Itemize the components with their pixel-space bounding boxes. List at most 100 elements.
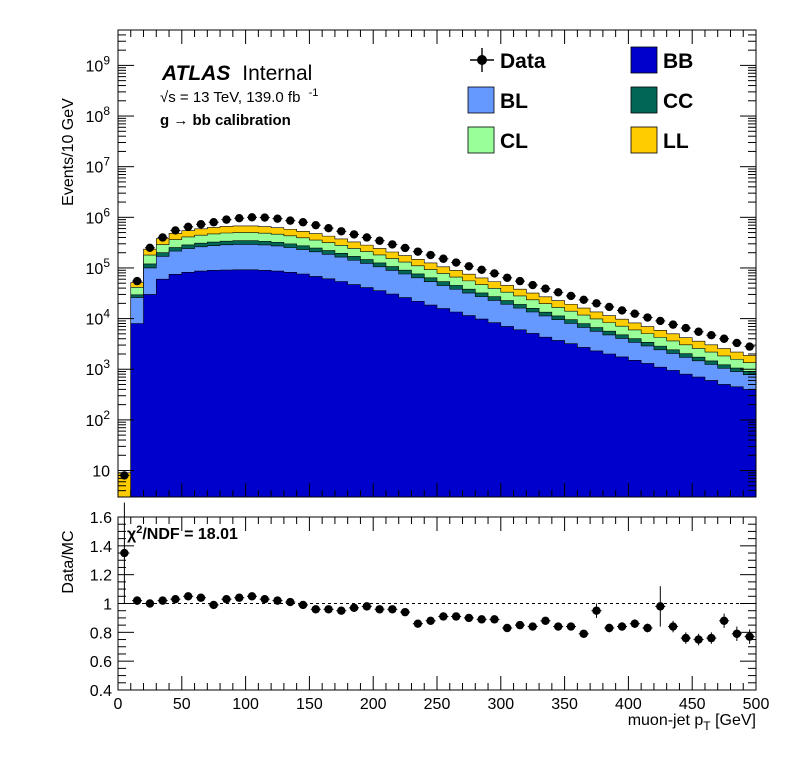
y-tick-label: 1 (103, 597, 112, 614)
ratio-point (642, 623, 653, 633)
y-tick-label: 1.4 (90, 539, 112, 556)
data-point (642, 313, 653, 322)
ratio-point (668, 620, 679, 633)
x-tick-label: 200 (360, 696, 387, 713)
ratio-point (349, 603, 360, 613)
data-point (234, 214, 245, 223)
ratio-point (208, 600, 219, 610)
data-point (617, 306, 628, 315)
data-point (706, 331, 717, 340)
ratio-point (336, 606, 347, 615)
y-tick-label: 104 (86, 307, 111, 329)
y-tick-label: 103 (86, 357, 111, 379)
data-point (527, 280, 538, 290)
y-tick-label: 0.6 (90, 654, 112, 671)
data-point (514, 276, 525, 286)
svg-text:LL: LL (663, 130, 689, 153)
data-point (374, 236, 385, 245)
data-point (221, 215, 232, 224)
data-point (298, 218, 309, 227)
data-point (183, 222, 194, 231)
y-tick-label: 107 (86, 155, 111, 177)
data-point (323, 223, 334, 233)
ratio-point (476, 615, 487, 624)
ratio-point (438, 612, 449, 621)
y-tick-label: 1.6 (90, 510, 112, 527)
ratio-point (272, 596, 283, 605)
ratio-point (629, 619, 640, 629)
data-point (361, 233, 372, 242)
x-tick-label: 0 (114, 696, 123, 713)
data-point (412, 247, 423, 256)
data-point (144, 243, 155, 253)
top-y-tick-labels: 10 102 103 104 105 106 107 108 109 (86, 53, 111, 480)
energy-lumi-label: √s = 13 TeV, 139.0 fb (160, 89, 300, 106)
data-point (553, 288, 564, 297)
y-tick-label: 105 (86, 256, 111, 278)
y-tick-label: 0.4 (90, 683, 112, 700)
data-point (680, 323, 691, 333)
ratio-point (489, 615, 500, 624)
x-axis-title-sub: T (703, 719, 711, 733)
top-x-ticks (117, 30, 757, 497)
ratio-point (259, 594, 270, 604)
legend-item-cc: CC (630, 86, 693, 114)
data-point (629, 309, 640, 318)
data-point (132, 276, 143, 286)
legend-item-data: Data (470, 48, 546, 73)
svg-text:BB: BB (663, 50, 693, 73)
atlas-label: ATLAS Internal √s = 13 TeV, 139.0 fb -1 … (160, 62, 318, 129)
selection-label: g → bb calibration (160, 112, 291, 129)
ratio-point (604, 623, 615, 633)
svg-text:BL: BL (500, 90, 528, 113)
ratio-point (400, 607, 411, 617)
data-point (195, 220, 206, 229)
ratio-point (195, 593, 206, 602)
data-point (668, 320, 679, 329)
top-y-axis-title: Events/10 GeV (60, 98, 77, 206)
x-tick-label: 350 (551, 696, 578, 713)
y-tick-label: 10 (92, 464, 110, 481)
ratio-y-ticks (118, 516, 756, 691)
ratio-point (132, 596, 143, 605)
data-point (285, 216, 296, 225)
data-point (655, 316, 666, 326)
data-point (400, 243, 411, 253)
y-tick-label: 109 (86, 53, 111, 75)
svg-text:√s = 13 TeV, 139.0 fb: √s = 13 TeV, 139.0 fb -1 (160, 87, 318, 106)
y-tick-label: 1.2 (90, 568, 112, 585)
top-panel: 10 102 103 104 105 106 107 108 109 Events/10 GeV… (60, 29, 757, 498)
chi2-label: χ (127, 526, 137, 543)
data-point (604, 302, 615, 312)
atlas-status: Internal (242, 62, 312, 85)
ratio-point (502, 623, 513, 633)
x-axis-title-unit: [GeV] (711, 712, 756, 729)
data-point (336, 227, 347, 236)
data-point (272, 214, 283, 223)
ratio-y-axis-title: Data/MC (60, 530, 77, 593)
data-point (731, 338, 742, 348)
ratio-point (425, 616, 436, 625)
x-tick-label: 400 (615, 696, 642, 713)
ratio-point (157, 596, 168, 605)
chi2-sup: 2 (136, 524, 142, 536)
ratio-point (374, 605, 385, 614)
data-point (591, 299, 602, 308)
ratio-panel: 0 50 100 150 200 250 300 350 400 450 500 0.4 0.6 0.8… (60, 502, 770, 733)
ratio-point (451, 612, 462, 621)
ratio-point (298, 600, 309, 610)
top-y-ticks (118, 29, 756, 498)
ratio-x-ticks (117, 517, 757, 690)
ratio-point (693, 633, 704, 646)
x-tick-label: 500 (743, 696, 770, 713)
data-points (119, 213, 755, 480)
data-point (259, 213, 270, 222)
x-tick-label: 300 (487, 696, 514, 713)
ratio-point (617, 622, 628, 631)
ratio-point (144, 599, 155, 608)
ratio-point (731, 626, 742, 641)
data-point (540, 284, 551, 293)
ratio-point (246, 592, 257, 601)
ratio-point (361, 602, 372, 611)
